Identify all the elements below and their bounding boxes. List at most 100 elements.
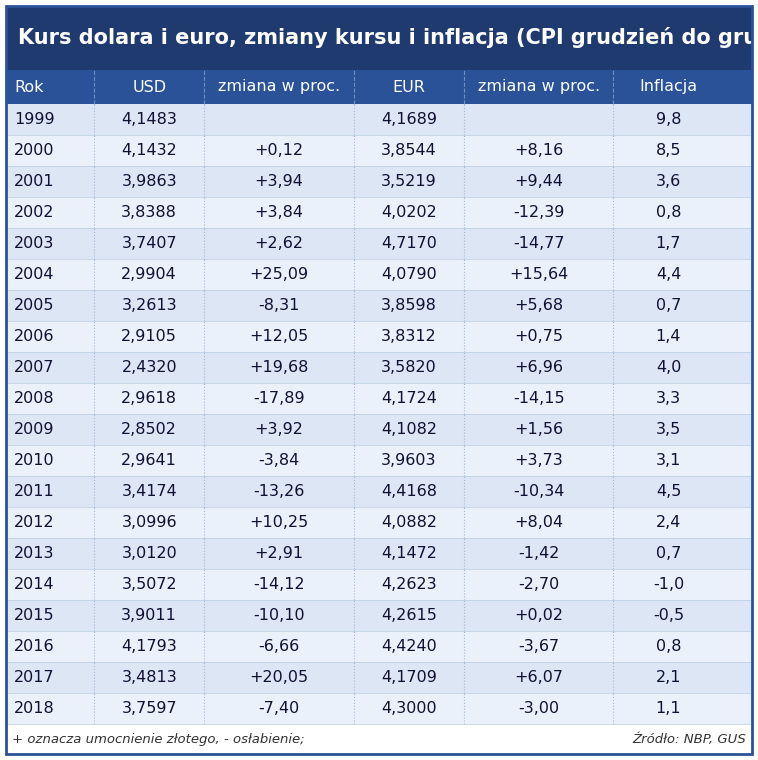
Text: 4,0790: 4,0790 (381, 267, 437, 282)
Text: 3,0120: 3,0120 (121, 546, 177, 561)
Text: 3,7407: 3,7407 (121, 236, 177, 251)
Text: 3,5219: 3,5219 (381, 174, 437, 189)
Text: Inflacja: Inflacja (640, 80, 697, 94)
Text: 2,4: 2,4 (656, 515, 681, 530)
Text: +19,68: +19,68 (249, 360, 309, 375)
Text: +3,92: +3,92 (255, 422, 303, 437)
Text: 2004: 2004 (14, 267, 55, 282)
Text: 2016: 2016 (14, 639, 55, 654)
Bar (6, 6, 752, 70)
Text: 3,6: 3,6 (656, 174, 681, 189)
Text: 1,4: 1,4 (656, 329, 681, 344)
Text: 2011: 2011 (14, 484, 55, 499)
Text: -14,12: -14,12 (253, 577, 305, 592)
Text: 1,1: 1,1 (656, 701, 681, 716)
Text: 2,9641: 2,9641 (121, 453, 177, 468)
Text: -10,34: -10,34 (513, 484, 565, 499)
Bar (6, 259, 752, 290)
Text: 2017: 2017 (14, 670, 55, 685)
Text: 4,1082: 4,1082 (381, 422, 437, 437)
Text: 1999: 1999 (14, 112, 55, 127)
Text: 2,4320: 2,4320 (121, 360, 177, 375)
Text: 3,9603: 3,9603 (381, 453, 437, 468)
Text: 3,9011: 3,9011 (121, 608, 177, 623)
Bar (6, 693, 752, 724)
Text: 2003: 2003 (14, 236, 55, 251)
Bar (6, 476, 752, 507)
Text: zmiana w proc.: zmiana w proc. (218, 80, 340, 94)
Text: -13,26: -13,26 (253, 484, 305, 499)
Text: -12,39: -12,39 (513, 205, 565, 220)
Text: 2009: 2009 (14, 422, 55, 437)
Text: 4,0202: 4,0202 (381, 205, 437, 220)
Text: 2012: 2012 (14, 515, 55, 530)
Text: -17,89: -17,89 (253, 391, 305, 406)
Text: 2002: 2002 (14, 205, 55, 220)
Text: 0,7: 0,7 (656, 298, 681, 313)
Text: +5,68: +5,68 (514, 298, 563, 313)
Text: +3,84: +3,84 (255, 205, 303, 220)
Bar (6, 197, 752, 228)
Text: 9,8: 9,8 (656, 112, 681, 127)
Text: 4,1724: 4,1724 (381, 391, 437, 406)
Text: 4,4168: 4,4168 (381, 484, 437, 499)
Bar (6, 290, 752, 321)
Bar (6, 352, 752, 383)
Text: 8,5: 8,5 (656, 143, 681, 158)
Text: +6,96: +6,96 (514, 360, 563, 375)
Text: 4,1472: 4,1472 (381, 546, 437, 561)
Text: 4,4: 4,4 (656, 267, 681, 282)
Text: 3,4174: 3,4174 (121, 484, 177, 499)
Bar (6, 321, 752, 352)
Text: +3,73: +3,73 (514, 453, 563, 468)
Text: 4,1709: 4,1709 (381, 670, 437, 685)
Text: 4,0: 4,0 (656, 360, 681, 375)
Text: +2,91: +2,91 (255, 546, 304, 561)
Bar (6, 538, 752, 569)
Text: -3,67: -3,67 (518, 639, 559, 654)
Text: 2005: 2005 (14, 298, 55, 313)
Text: 3,8544: 3,8544 (381, 143, 437, 158)
Text: zmiana w proc.: zmiana w proc. (478, 80, 600, 94)
Text: 2013: 2013 (14, 546, 55, 561)
Bar (6, 631, 752, 662)
Text: +20,05: +20,05 (249, 670, 309, 685)
Text: -10,10: -10,10 (253, 608, 305, 623)
Text: 4,1793: 4,1793 (121, 639, 177, 654)
Text: 3,0996: 3,0996 (121, 515, 177, 530)
Text: -1,42: -1,42 (518, 546, 559, 561)
Bar (6, 662, 752, 693)
Text: 2006: 2006 (14, 329, 55, 344)
Bar (6, 383, 752, 414)
Text: 3,5: 3,5 (656, 422, 681, 437)
Bar (6, 228, 752, 259)
Text: +6,07: +6,07 (514, 670, 563, 685)
Bar (6, 445, 752, 476)
Text: 2,9105: 2,9105 (121, 329, 177, 344)
Text: -14,77: -14,77 (513, 236, 565, 251)
Text: +15,64: +15,64 (509, 267, 568, 282)
Text: +8,16: +8,16 (514, 143, 563, 158)
Text: 2000: 2000 (14, 143, 55, 158)
Text: 3,1: 3,1 (656, 453, 681, 468)
Text: 4,7170: 4,7170 (381, 236, 437, 251)
Bar (6, 166, 752, 197)
Text: 3,2613: 3,2613 (121, 298, 177, 313)
Text: +9,44: +9,44 (514, 174, 563, 189)
Text: -0,5: -0,5 (653, 608, 684, 623)
Text: 2,1: 2,1 (656, 670, 681, 685)
Text: 4,1483: 4,1483 (121, 112, 177, 127)
Text: 3,8598: 3,8598 (381, 298, 437, 313)
Text: 4,2623: 4,2623 (381, 577, 437, 592)
Text: 2010: 2010 (14, 453, 55, 468)
Text: USD: USD (132, 80, 166, 94)
Text: +8,04: +8,04 (514, 515, 563, 530)
Text: -1,0: -1,0 (653, 577, 684, 592)
Text: 4,0882: 4,0882 (381, 515, 437, 530)
Text: 0,8: 0,8 (656, 205, 681, 220)
Text: 4,2615: 4,2615 (381, 608, 437, 623)
Text: 4,4240: 4,4240 (381, 639, 437, 654)
Bar (6, 135, 752, 166)
Text: 2,9904: 2,9904 (121, 267, 177, 282)
Text: -6,66: -6,66 (258, 639, 299, 654)
